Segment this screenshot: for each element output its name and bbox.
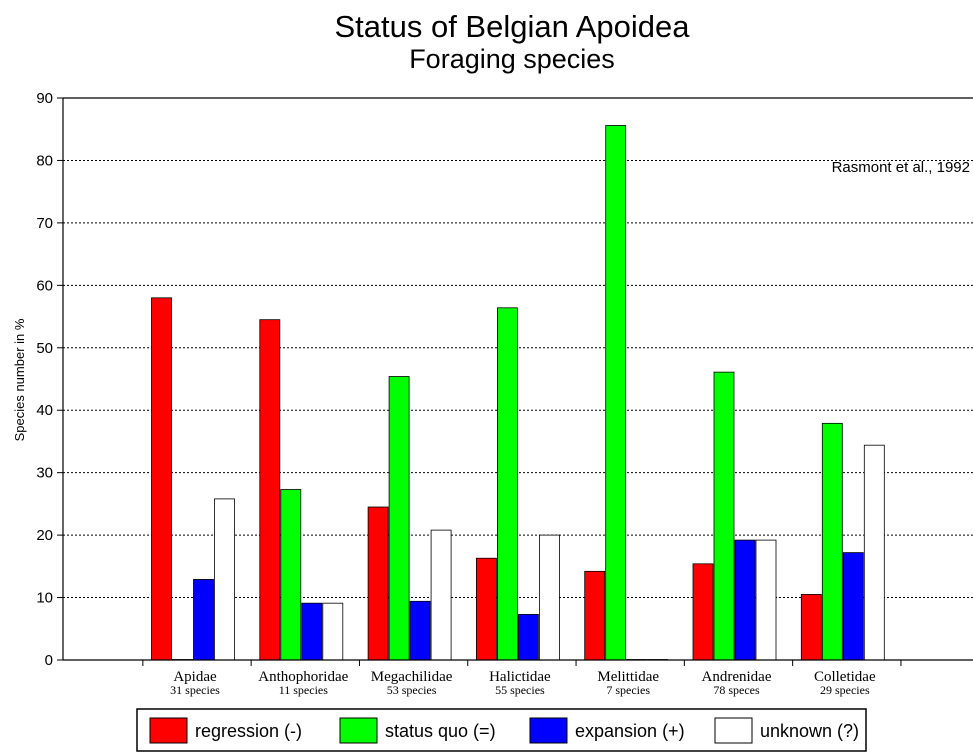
bar-colletidae-3: [863, 444, 885, 661]
bar-anthophoridae-1: [280, 489, 302, 661]
legend-swatch: [714, 717, 753, 744]
y-tick-label: 50: [36, 340, 53, 357]
x-tick-count: 78 speces: [713, 683, 760, 697]
bar-colletidae-0: [800, 594, 822, 661]
y-tick-label: 80: [36, 152, 53, 169]
legend: regression (-) status quo (=) expansion (+…: [136, 708, 867, 752]
x-tick-label: Apidae: [173, 669, 217, 685]
legend-label: status quo (=): [385, 721, 496, 741]
y-tick-label: 40: [36, 402, 53, 419]
legend-label: expansion (+): [575, 721, 685, 741]
x-tick-count: 29 species: [820, 683, 870, 697]
x-tick-count: 11 species: [279, 683, 329, 697]
bar-halictidae-1: [496, 307, 518, 661]
bar-megachilidae-0: [367, 506, 389, 661]
x-tick-count: 7 species: [606, 683, 650, 697]
bar-andrenidae-2: [734, 539, 756, 661]
y-axis-label: Species number in %: [12, 318, 27, 441]
bar-halictidae-2: [518, 614, 539, 661]
axes: [57, 97, 973, 666]
bar-melittidae-1: [605, 125, 627, 661]
chart-annotation: Rasmont et al., 1992: [832, 159, 970, 176]
bar-apidae-0: [151, 297, 172, 661]
x-tick-label: Andrenidae: [702, 669, 772, 685]
y-tick-label: 90: [36, 90, 53, 107]
y-tick-label: 10: [36, 590, 53, 607]
x-tick-count: 55 species: [495, 683, 545, 697]
legend-label: regression (-): [195, 721, 302, 741]
bar-halictidae-3: [539, 534, 560, 661]
x-tick-label: Halictidae: [489, 669, 551, 685]
bar-melittidae-0: [584, 570, 606, 661]
bar-colletidae-2: [842, 552, 864, 661]
y-tick-label: 0: [45, 652, 53, 669]
x-tick-label: Melittidae: [597, 669, 659, 685]
chart-subtitle: Foraging species: [409, 44, 615, 74]
chart-title: Status of Belgian Apoidea: [334, 9, 690, 44]
bar-halictidae-0: [475, 557, 497, 661]
y-tick-label: 30: [36, 465, 53, 482]
bar-andrenidae-1: [713, 371, 735, 661]
bar-megachilidae-2: [409, 600, 431, 661]
y-tick-label: 70: [36, 215, 53, 232]
bar-colletidae-1: [821, 422, 843, 661]
legend-label: unknown (?): [760, 721, 859, 741]
x-tick-count: 31 species: [170, 683, 220, 697]
bar-anthophoridae-2: [301, 602, 323, 661]
bar-megachilidae-3: [430, 529, 452, 661]
bars: [151, 125, 885, 661]
x-tick-label: Colletidae: [814, 669, 876, 685]
bar-andrenidae-0: [692, 563, 714, 661]
bar-apidae-3: [214, 498, 235, 661]
x-tick-label: Megachilidae: [371, 669, 453, 685]
x-tick-label: Anthophoridae: [258, 669, 348, 685]
bar-apidae-2: [193, 579, 214, 661]
y-tick-label: 20: [36, 527, 53, 544]
legend-swatch: [149, 717, 188, 744]
bar-anthophoridae-3: [322, 602, 344, 661]
bar-andrenidae-3: [755, 539, 777, 661]
x-tick-count: 53 species: [387, 683, 437, 697]
bar-anthophoridae-0: [259, 319, 281, 661]
bar-megachilidae-1: [388, 376, 410, 661]
legend-swatch: [339, 717, 378, 744]
y-tick-label: 60: [36, 277, 53, 294]
legend-swatch: [529, 717, 568, 744]
